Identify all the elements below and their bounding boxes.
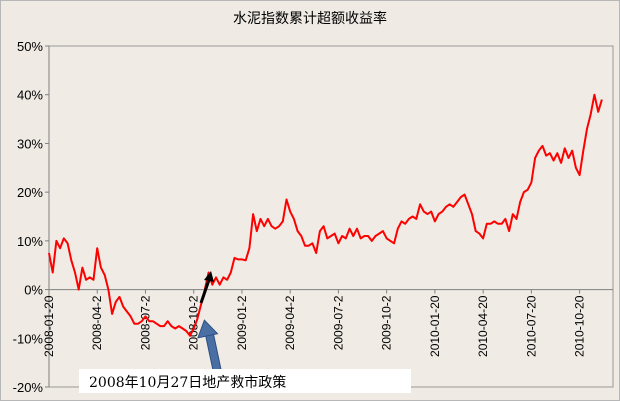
x-tick-label: 2010-01-20 [428, 295, 442, 357]
x-tick-label: 2008-07-2 [138, 295, 152, 350]
x-tick-label: 2009-01-2 [235, 295, 249, 350]
x-tick-label: 2010-10-20 [573, 295, 587, 357]
x-tick-label: 2008-10-2 [187, 295, 201, 350]
x-tick-label: 2009-04-2 [283, 295, 297, 350]
y-tick-label: -10% [13, 331, 44, 346]
x-tick-label: 2008-01-20 [42, 295, 56, 357]
arrow-up-head [204, 271, 214, 282]
x-tick-label: 2009-07-2 [331, 295, 345, 350]
annotation-layer: 2008年10月27日地产救市政策 [79, 271, 411, 393]
x-tick-label: 2009-10-2 [380, 295, 394, 350]
arrow-up [199, 276, 212, 304]
x-tick-label: 2010-04-20 [476, 295, 490, 357]
y-tick-label: 50% [17, 39, 43, 54]
y-axis: 50% 40% 30% 20% 10% 0% -10% -20% [13, 39, 50, 395]
x-tick-label: 2010-07-20 [524, 295, 538, 357]
x-tick-label: 2008-04-2 [90, 295, 104, 350]
series-line [48, 93, 603, 337]
y-tick-label: 20% [17, 185, 43, 200]
y-tick-label: -20% [13, 380, 44, 395]
y-tick-label: 0% [24, 283, 43, 298]
y-tick-label: 30% [17, 136, 43, 151]
series-layer [48, 93, 603, 337]
annotation-label: 2008年10月27日地产救市政策 [89, 374, 286, 391]
y-tick-label: 40% [17, 88, 43, 103]
plot-area [48, 45, 614, 388]
y-tick-label: 10% [17, 234, 43, 249]
pointer-arrow-head [197, 319, 219, 339]
chart-title: 水泥指数累计超额收益率 [233, 10, 387, 27]
annotation-box [79, 369, 411, 393]
